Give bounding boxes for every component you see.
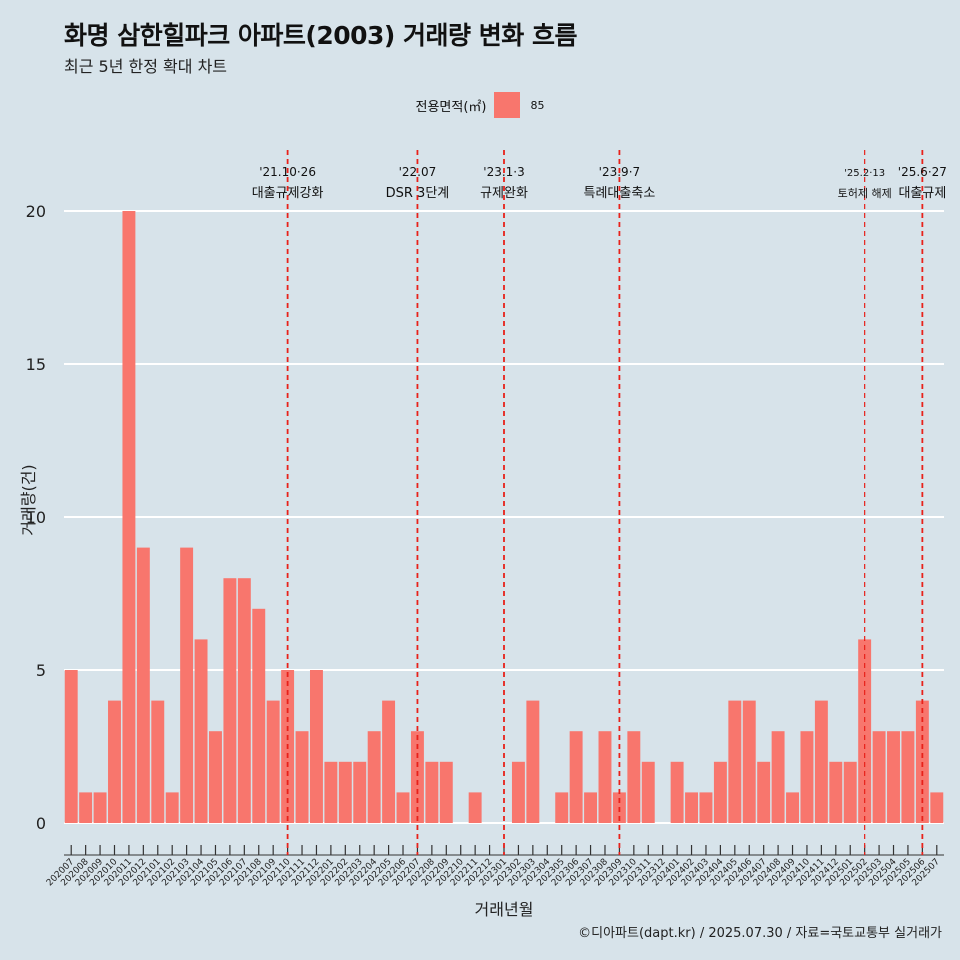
event-label: 토허제 해제 (838, 186, 892, 200)
bar (237, 578, 251, 823)
event-date: '22.07 (399, 165, 437, 179)
bar (64, 670, 78, 823)
bar (165, 792, 179, 823)
event-date: '21.10·26 (259, 165, 316, 179)
bar (324, 761, 338, 823)
bar (872, 731, 886, 823)
y-tick-label: 10 (26, 508, 46, 527)
legend-label: 85 (530, 98, 545, 112)
legend-title: 전용면적(㎡) (415, 99, 487, 115)
bar (79, 792, 93, 823)
bar (108, 700, 121, 823)
event-date: '25.6·27 (898, 165, 947, 179)
bar (382, 700, 396, 823)
event-label: 규제완화 (480, 186, 528, 201)
bar (915, 700, 929, 823)
bar (266, 700, 280, 823)
bar (252, 608, 266, 823)
bar (511, 761, 525, 823)
bar (829, 761, 843, 823)
y-tick-label: 0 (36, 814, 46, 833)
bar (569, 731, 583, 823)
bar (584, 792, 598, 823)
x-axis-title: 거래년월 (475, 900, 534, 919)
bar (685, 792, 699, 823)
bar (136, 547, 150, 823)
y-tick-label: 15 (26, 355, 46, 374)
bar (410, 731, 424, 823)
bar (468, 792, 482, 823)
bar (641, 761, 655, 823)
bar (814, 700, 828, 823)
bar (713, 761, 727, 823)
event-label: 대출규제강화 (252, 186, 324, 201)
bar (295, 731, 309, 823)
bar (122, 211, 136, 823)
bar (742, 700, 756, 823)
chart-title: 화명 삼한힐파크 아파트(2003) 거래량 변화 흐름 (64, 21, 577, 50)
event-date: '23.9·7 (599, 165, 640, 179)
event-label: 특례대출축소 (584, 186, 656, 201)
y-tick-label: 20 (26, 202, 46, 221)
event-date: '23.1·3 (483, 165, 524, 179)
bar (180, 547, 194, 823)
source-caption: ©디아파트(dapt.kr) / 2025.07.30 / 자료=국토교통부 실… (578, 926, 942, 941)
event-label: 대출규제 (898, 186, 946, 201)
bar (367, 731, 381, 823)
bar (93, 792, 107, 823)
bar (194, 639, 208, 823)
bar (338, 761, 352, 823)
bar (728, 700, 742, 823)
event-label: DSR 3단계 (386, 186, 450, 201)
bar (771, 731, 785, 823)
bar (930, 792, 944, 823)
chart-subtitle: 최근 5년 한정 확대 차트 (64, 57, 228, 76)
bar (353, 761, 367, 823)
y-tick-label: 5 (36, 661, 46, 680)
bar (209, 731, 222, 823)
bar (887, 731, 900, 823)
bar (901, 731, 915, 823)
y-axis-title: 거래량(건) (19, 464, 38, 535)
bar (555, 792, 569, 823)
bar (309, 670, 323, 823)
bar (786, 792, 799, 823)
bar (598, 731, 612, 823)
bar (526, 700, 540, 823)
bar (439, 761, 453, 823)
bar (757, 761, 771, 823)
bar (800, 731, 814, 823)
bar (396, 792, 410, 823)
bar (151, 700, 165, 823)
bar (843, 761, 857, 823)
bar (223, 578, 237, 823)
event-date: '25.2·13 (844, 168, 885, 179)
bar (670, 761, 684, 823)
bar (627, 731, 641, 823)
bar (699, 792, 713, 823)
bar (425, 761, 439, 823)
legend: 전용면적(㎡) 85 (0, 92, 960, 118)
legend-swatch (494, 92, 521, 118)
bar (858, 639, 872, 823)
